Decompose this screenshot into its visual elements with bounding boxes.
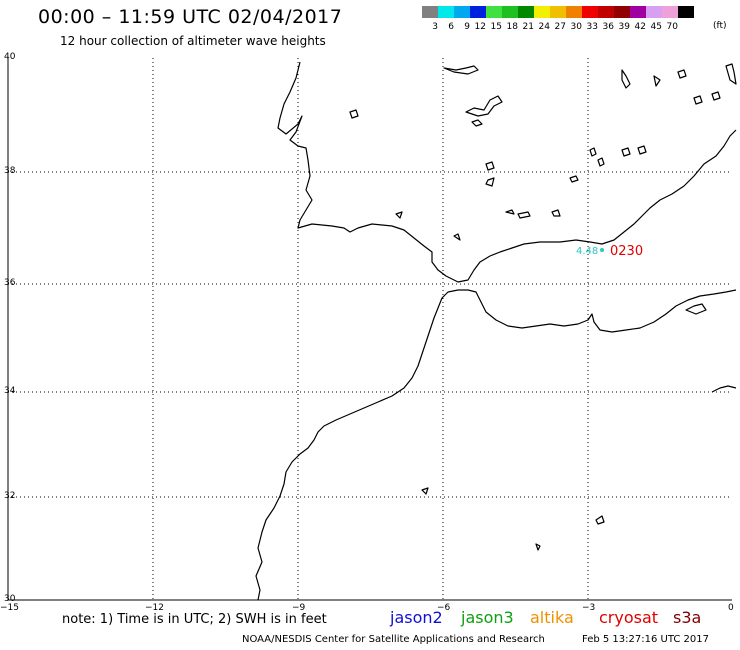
legend-label: 15	[490, 22, 502, 32]
legend-label: 33	[586, 22, 598, 32]
legend-label: 24	[538, 22, 550, 32]
footer-note: note: 1) Time is in UTC; 2) SWH is in fe…	[62, 612, 327, 627]
legend-label: 30	[570, 22, 582, 32]
legend-swatch	[502, 6, 518, 18]
lon-label: −12	[145, 603, 164, 613]
island-10	[597, 157, 605, 167]
footer-credit: NOAA/NESDIS Center for Satellite Applica…	[242, 634, 545, 645]
footer-generated-time: Feb 5 13:27:16 UTC 2017	[582, 634, 709, 645]
legend-label: 42	[634, 22, 646, 32]
lat-label: 36	[4, 278, 16, 288]
island-2	[465, 95, 503, 117]
legend-swatch	[454, 6, 470, 18]
map-frame	[7, 58, 732, 601]
map-title: 00:00 – 11:59 UTC 02/04/2017	[38, 6, 343, 28]
color-legend	[422, 6, 694, 18]
observation-swh-label: 4.48	[576, 246, 599, 257]
iberia-coast	[277, 61, 737, 283]
legend-swatch	[582, 6, 598, 18]
lon-label: −6	[437, 603, 451, 613]
lat-label: 30	[4, 594, 16, 604]
legend-unit: (ft)	[713, 21, 727, 31]
island-17	[725, 63, 737, 85]
map-subtitle: 12 hour collection of altimeter wave hei…	[60, 34, 326, 48]
africa-east-coast	[711, 385, 737, 393]
legend-label: 39	[618, 22, 630, 32]
island-9	[569, 175, 579, 183]
island-15	[711, 91, 721, 101]
lat-label: 34	[4, 386, 16, 396]
island-11	[621, 145, 647, 157]
lon-label: −15	[0, 603, 19, 613]
island-23	[595, 515, 605, 525]
satellite-label-jason3: jason3	[461, 608, 514, 627]
legend-labels: 3 6 9 12 15 18 21 24 27 30 33 36 39 42 4…	[422, 22, 678, 32]
island-21	[685, 303, 707, 315]
island-14	[677, 69, 687, 79]
legend-label: 27	[554, 22, 566, 32]
island-6	[505, 209, 531, 219]
lat-label: 38	[4, 166, 16, 176]
island-18	[349, 109, 359, 119]
satellite-label-jason2: jason2	[390, 608, 443, 627]
observation-time-label: 0230	[610, 244, 644, 259]
lat-label: 40	[4, 52, 16, 62]
legend-swatch	[678, 6, 694, 18]
island-20	[453, 233, 461, 241]
satellite-label-altika: altika	[530, 608, 574, 627]
satellite-label-cryosat: cryosat	[599, 608, 659, 627]
legend-label: 6	[448, 22, 454, 32]
legend-label: 21	[522, 22, 534, 32]
island-13	[653, 75, 661, 87]
island-16	[693, 95, 703, 105]
island-7	[551, 209, 561, 217]
island-8	[589, 147, 597, 157]
legend-swatch	[550, 6, 566, 18]
satellite-label-s3a: s3a	[673, 608, 702, 627]
legend-swatch	[470, 6, 486, 18]
island-12	[621, 69, 631, 89]
africa-coast	[255, 289, 737, 601]
legend-swatch	[534, 6, 550, 18]
island-3	[471, 119, 483, 127]
legend-label: 70	[666, 22, 678, 32]
legend-label: 18	[506, 22, 518, 32]
legend-label: 12	[474, 22, 486, 32]
legend-swatch	[630, 6, 646, 18]
lon-label: −3	[582, 603, 596, 613]
lon-label: 0	[728, 603, 734, 613]
island-4	[485, 161, 495, 171]
legend-swatch	[486, 6, 502, 18]
lat-label: 32	[4, 491, 16, 501]
legend-swatch	[646, 6, 662, 18]
island-24	[535, 543, 541, 551]
legend-label: 45	[650, 22, 662, 32]
legend-swatch	[598, 6, 614, 18]
legend-label: 3	[432, 22, 438, 32]
island-22	[421, 487, 429, 495]
legend-swatch	[422, 6, 438, 18]
lon-label: −9	[292, 603, 306, 613]
coastline	[255, 61, 737, 601]
legend-label: 9	[464, 22, 470, 32]
legend-swatch	[662, 6, 678, 18]
legend-swatch	[438, 6, 454, 18]
observation-dot	[600, 248, 604, 252]
legend-label: 36	[602, 22, 614, 32]
legend-swatch	[614, 6, 630, 18]
island-1	[443, 65, 479, 75]
legend-swatch	[518, 6, 534, 18]
island-5	[485, 177, 495, 187]
island-19	[395, 211, 403, 219]
graticule	[8, 58, 732, 600]
legend-swatch	[566, 6, 582, 18]
